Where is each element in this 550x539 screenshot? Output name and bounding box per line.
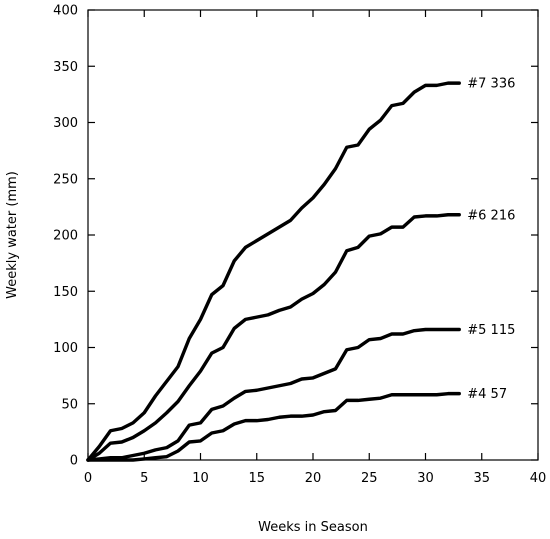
y-tick-label: 200	[53, 229, 78, 244]
x-tick-label: 20	[305, 471, 322, 486]
x-tick-label: 35	[473, 471, 490, 486]
series-lines	[86, 81, 461, 462]
series-line-2	[86, 213, 461, 462]
y-tick-label: 150	[53, 285, 78, 300]
y-tick-label: 0	[70, 454, 78, 469]
series-line-1	[86, 81, 461, 462]
x-axis-title: Weeks in Season	[258, 520, 368, 535]
y-axis: 0 50 100 150 200 250 300 350 400	[53, 4, 538, 469]
x-tick-label: 10	[192, 471, 209, 486]
series-labels: #7 336 #6 216 #5 115 #4 57	[467, 77, 515, 403]
y-tick-label: 300	[53, 116, 78, 131]
x-tick-label: 30	[417, 471, 434, 486]
x-tick-label: 5	[140, 471, 148, 486]
series-line-4	[86, 391, 461, 462]
x-tick-label: 15	[248, 471, 265, 486]
x-tick-label: 0	[84, 471, 92, 486]
y-tick-label: 250	[53, 172, 78, 187]
x-tick-label: 40	[530, 471, 547, 486]
x-tick-label: 25	[361, 471, 378, 486]
series-label-2: #6 216	[467, 208, 515, 223]
y-tick-label: 400	[53, 4, 78, 19]
series-line-3	[86, 327, 461, 462]
x-axis: 0 5 10 15 20 25 30 35 40	[84, 10, 546, 486]
series-label-1: #7 336	[467, 77, 515, 92]
series-label-3: #5 115	[467, 323, 515, 338]
y-axis-title: Weekly water (mm)	[5, 171, 20, 299]
y-tick-label: 50	[61, 397, 78, 412]
y-tick-label: 100	[53, 341, 78, 356]
y-tick-label: 350	[53, 60, 78, 75]
series-label-4: #4 57	[467, 387, 507, 402]
